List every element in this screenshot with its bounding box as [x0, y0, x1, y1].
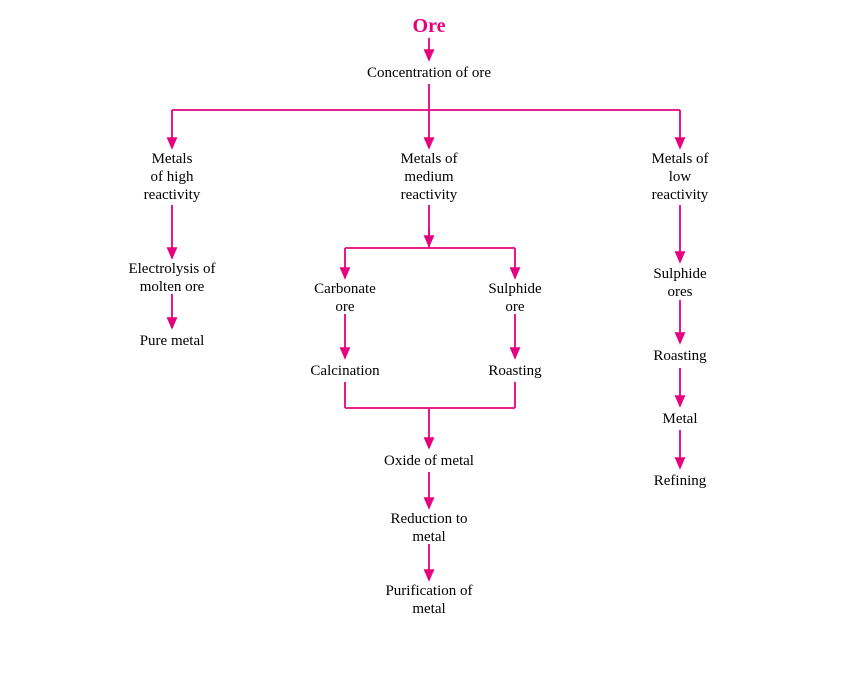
node-metal-low: Metal	[625, 410, 735, 428]
node-pure-metal: Pure metal	[112, 332, 232, 350]
node-roasting-low: Roasting	[625, 347, 735, 365]
node-electrolysis: Electrolysis ofmolten ore	[102, 260, 242, 296]
node-refining: Refining	[625, 472, 735, 490]
node-low-reactivity: Metals oflowreactivity	[620, 150, 740, 204]
node-roasting-medium: Roasting	[460, 362, 570, 380]
node-calcination: Calcination	[290, 362, 400, 380]
node-concentration: Concentration of ore	[339, 64, 519, 82]
node-oxide-of-metal: Oxide of metal	[359, 452, 499, 470]
node-reduction-to-metal: Reduction tometal	[359, 510, 499, 546]
node-ore: Ore	[399, 14, 459, 38]
node-sulphide-ores-low: Sulphideores	[625, 265, 735, 301]
node-medium-reactivity: Metals ofmediumreactivity	[369, 150, 489, 204]
node-purification-of-metal: Purification ofmetal	[359, 582, 499, 618]
node-carbonate-ore: Carbonateore	[290, 280, 400, 316]
node-sulphide-ore-medium: Sulphideore	[460, 280, 570, 316]
node-high-reactivity: Metalsof highreactivity	[112, 150, 232, 204]
